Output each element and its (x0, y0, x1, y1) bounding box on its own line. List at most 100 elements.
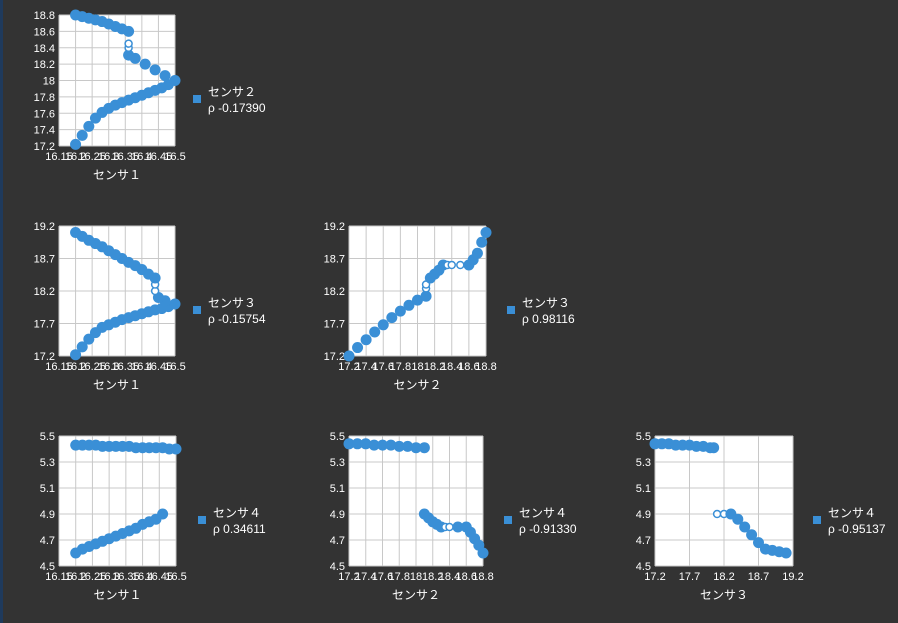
legend-marker (193, 306, 201, 314)
data-point (746, 529, 758, 541)
data-point (420, 290, 432, 302)
x-axis-label: センサ２ (392, 588, 440, 602)
y-tick-label: 4.9 (636, 509, 651, 521)
y-tick-label: 18.6 (34, 26, 55, 38)
x-tick-label: 16.2 (65, 571, 86, 583)
data-point (368, 439, 380, 451)
legend-series-name: センサ３ (208, 296, 256, 310)
y-tick-label: 4.9 (40, 509, 55, 521)
x-tick-label: 19.2 (782, 571, 803, 583)
legend-marker (813, 516, 821, 524)
data-point (394, 305, 406, 317)
x-tick-label: 18.6 (456, 571, 477, 583)
y-tick-label: 5.1 (636, 483, 651, 495)
x-axis-label: センサ１ (93, 378, 141, 392)
data-point (445, 522, 454, 532)
data-point (386, 312, 398, 324)
legend: センサ４ ρ -0.95137 (813, 506, 886, 536)
x-tick-label: 16.3 (98, 151, 119, 163)
data-point (403, 299, 415, 311)
y-tick-label: 19.2 (324, 221, 345, 233)
legend-correlation: ρ -0.95137 (828, 522, 886, 536)
data-point (343, 438, 355, 450)
data-point (70, 9, 82, 21)
window-edge (0, 0, 3, 623)
x-tick-label: 17.4 (355, 361, 376, 373)
legend-correlation: ρ -0.17390 (208, 101, 266, 115)
x-tick-label: 18.4 (439, 571, 460, 583)
x-tick-label: 18.6 (458, 361, 479, 373)
x-tick-label: 16.4 (131, 151, 152, 163)
x-tick-label: 18.8 (475, 361, 496, 373)
x-tick-label: 17.2 (644, 571, 665, 583)
data-point (377, 319, 389, 331)
x-axis-label: センサ２ (393, 378, 441, 392)
data-point (369, 326, 381, 338)
scatter-panel: 17.2 17.7 18.2 18.7 19.2 4.5 4.7 4.9 5.1 5.3 5.5 セン… (636, 431, 886, 602)
legend-correlation: ρ -0.91330 (519, 522, 577, 536)
data-point (170, 443, 182, 455)
data-point (343, 350, 355, 362)
data-point (76, 129, 88, 141)
y-tick-label: 17.6 (34, 108, 55, 120)
x-tick-label: 16.45 (145, 361, 173, 373)
data-point (410, 442, 422, 454)
x-tick-label: 18.4 (441, 361, 462, 373)
scatter-panel: 17.217.417.617.8 18 18.218.418.618.817.217… (324, 221, 575, 392)
x-tick-label: 18.2 (713, 571, 734, 583)
y-tick-label: 18 (43, 76, 55, 88)
y-tick-label: 17.4 (34, 125, 55, 137)
x-tick-label: 18 (410, 571, 422, 583)
y-tick-label: 4.5 (40, 561, 55, 573)
y-tick-label: 4.7 (40, 535, 55, 547)
x-tick-label: 17.2 (338, 571, 359, 583)
legend-series-name: センサ４ (213, 506, 261, 520)
x-tick-label: 16.4 (132, 571, 153, 583)
y-tick-label: 5.3 (330, 457, 345, 469)
x-tick-label: 18.2 (424, 361, 445, 373)
legend: センサ４ ρ 0.34611 (198, 506, 266, 536)
x-tick-label: 17.8 (389, 571, 410, 583)
legend-series-name: センサ４ (828, 506, 876, 520)
y-tick-label: 17.7 (324, 319, 345, 331)
y-tick-label: 17.2 (34, 141, 55, 153)
legend-marker (504, 516, 512, 524)
data-point (732, 513, 744, 525)
data-point (70, 227, 82, 238)
x-tick-label: 17.6 (372, 571, 393, 583)
y-tick-label: 4.5 (330, 561, 345, 573)
x-tick-label: 17.8 (390, 361, 411, 373)
x-axis-label: センサ３ (700, 588, 748, 602)
x-tick-label: 16.15 (45, 571, 73, 583)
data-point (149, 64, 161, 76)
x-tick-label: 18.7 (748, 571, 769, 583)
scatter-panel: 17.217.417.617.8 18 18.218.418.618.8 4.5 4.7… (330, 431, 577, 602)
data-point (412, 294, 423, 306)
data-point (377, 439, 388, 451)
data-point (477, 547, 489, 559)
x-tick-label: 16.45 (145, 151, 173, 163)
data-point (169, 75, 181, 86)
x-tick-label: 16.2 (65, 361, 86, 373)
legend-series-name: センサ４ (519, 506, 567, 520)
y-tick-label: 4.7 (636, 535, 651, 547)
data-point (708, 442, 720, 454)
y-tick-label: 4.7 (330, 535, 345, 547)
data-point (447, 260, 456, 270)
legend-correlation: ρ 0.98116 (522, 312, 575, 326)
legend-marker (193, 95, 201, 103)
legend-correlation: ρ 0.34611 (213, 522, 266, 536)
y-tick-label: 5.5 (40, 431, 55, 443)
x-axis-label: センサ１ (93, 168, 141, 182)
data-point (780, 547, 792, 559)
legend-series-name: センサ２ (208, 85, 256, 99)
legend: センサ４ ρ -0.91330 (504, 506, 577, 536)
legend-marker (507, 306, 515, 314)
y-tick-label: 19.2 (34, 221, 55, 233)
x-tick-label: 17.6 (373, 361, 394, 373)
data-point (159, 70, 171, 82)
x-tick-label: 16.3 (98, 571, 119, 583)
y-tick-label: 5.3 (40, 457, 55, 469)
data-point (157, 508, 169, 520)
